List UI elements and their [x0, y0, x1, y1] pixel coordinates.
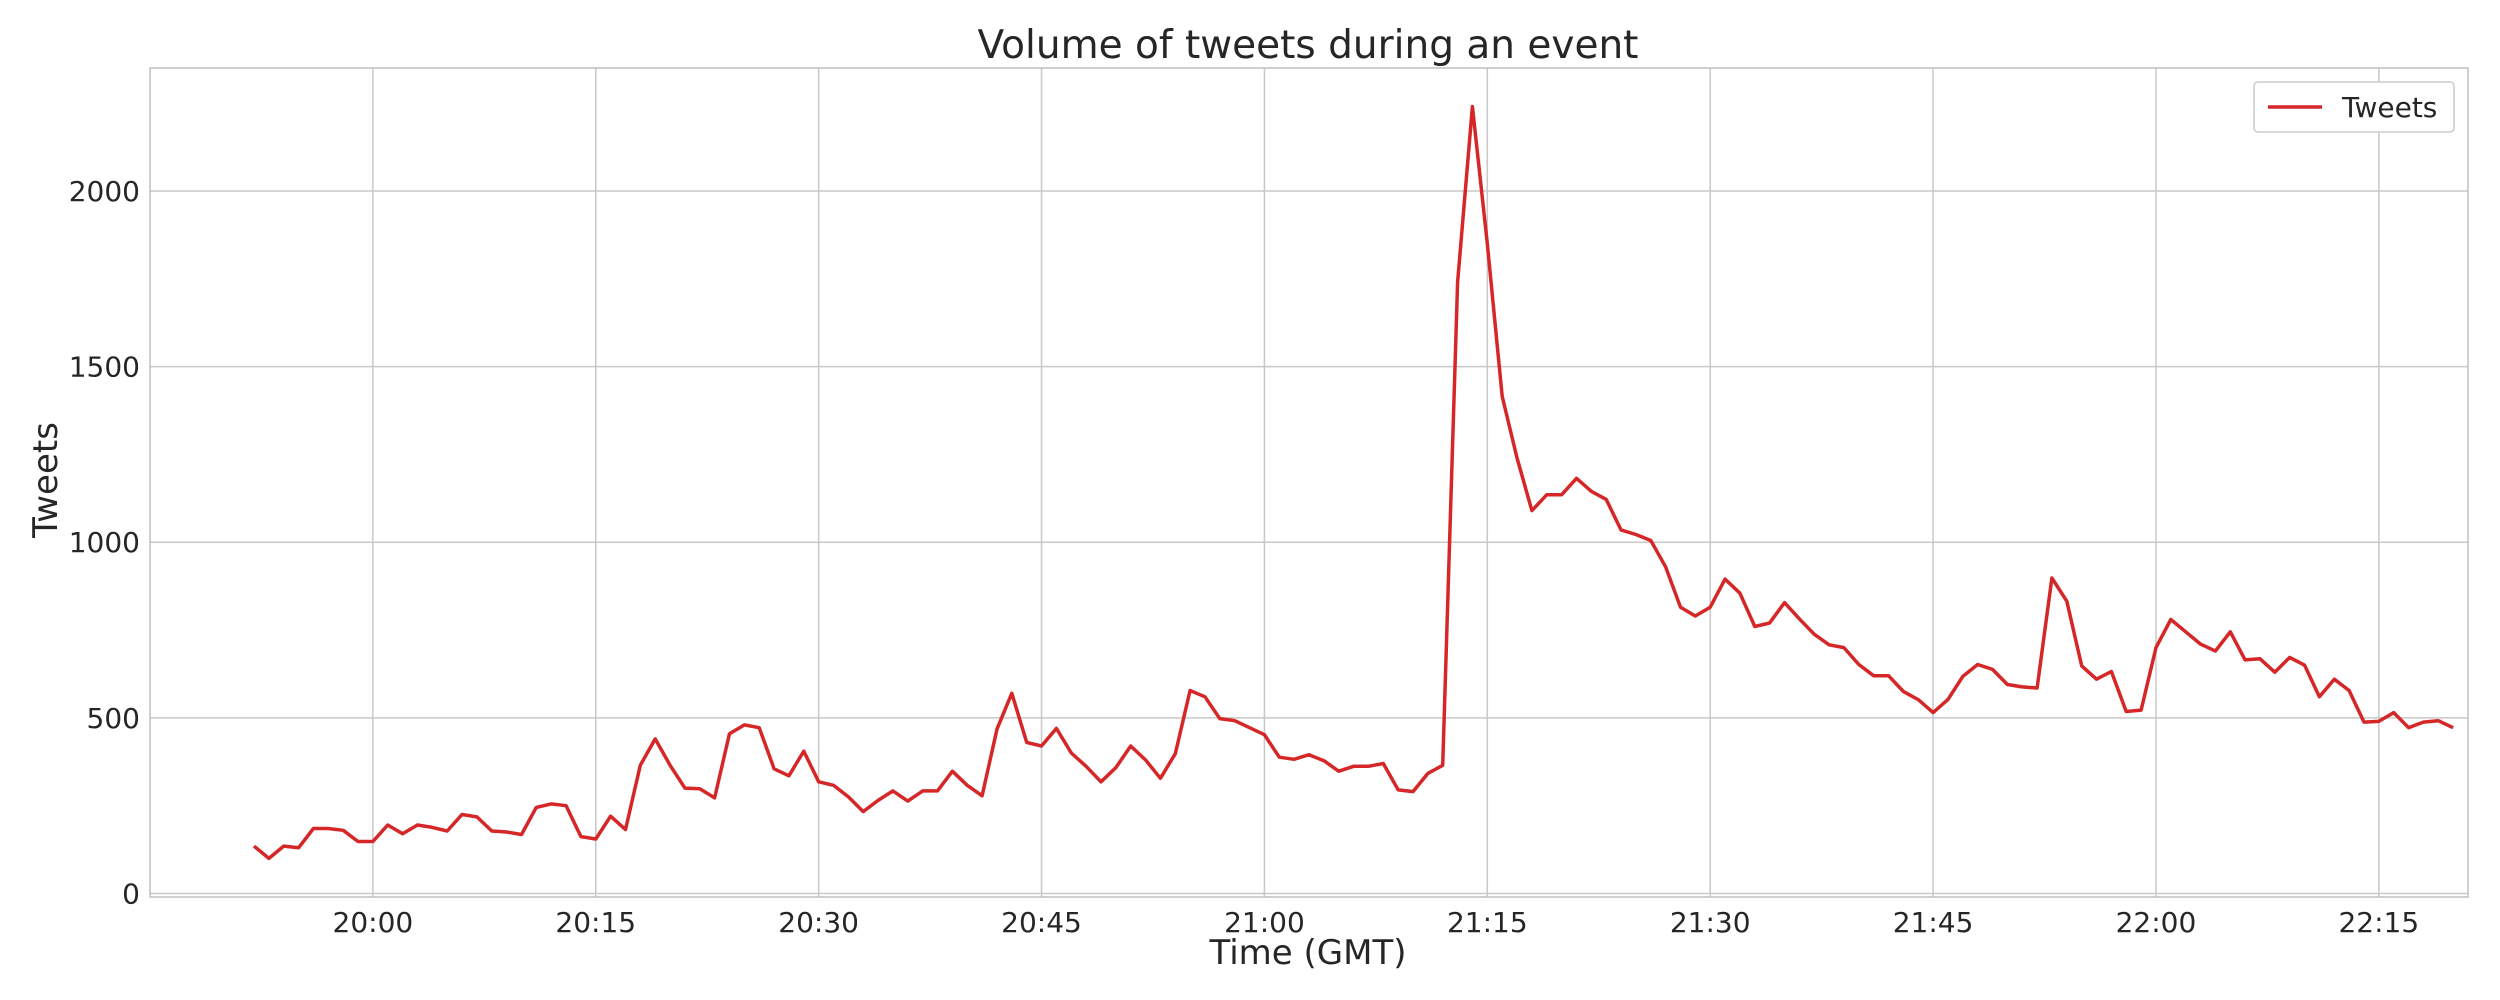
series-line-tweets — [252, 104, 2454, 861]
x-axis-label: Time (GMT) — [1209, 933, 1407, 973]
y-tick-label: 2000 — [69, 175, 140, 208]
x-tick-label: 20:30 — [778, 906, 859, 939]
x-tick-label: 21:15 — [1447, 906, 1528, 939]
x-tick-label: 22:15 — [2338, 906, 2419, 939]
chart-title: Volume of tweets during an event — [978, 23, 1639, 68]
x-tick-labels: 20:00 20:15 20:30 20:45 21:00 21:15 21:30 21:45… — [333, 906, 2420, 939]
legend-box — [2253, 81, 2455, 133]
x-tick-label: 20:15 — [555, 906, 636, 939]
plot-frame — [149, 67, 2469, 898]
y-tick-label: 500 — [87, 702, 140, 735]
y-tick-label: 1500 — [69, 351, 140, 384]
legend-label: Tweets — [2341, 91, 2437, 124]
x-tick-label: 21:45 — [1893, 906, 1974, 939]
y-axis-label: Tweets — [26, 422, 66, 539]
x-tick-label: 21:30 — [1670, 906, 1751, 939]
y-tick-labels: 0 500 1000 1500 2000 — [69, 175, 140, 911]
series-layer — [252, 104, 2454, 861]
y-tick-label: 1000 — [69, 526, 140, 559]
x-tick-label: 20:45 — [1001, 906, 1082, 939]
x-tick-label: 22:00 — [2116, 906, 2197, 939]
legend: Tweets — [2253, 81, 2455, 133]
grid-layer — [150, 68, 2468, 897]
x-tick-label: 20:00 — [333, 906, 414, 939]
x-tick-label: 21:00 — [1224, 906, 1305, 939]
y-tick-label: 0 — [122, 877, 140, 910]
